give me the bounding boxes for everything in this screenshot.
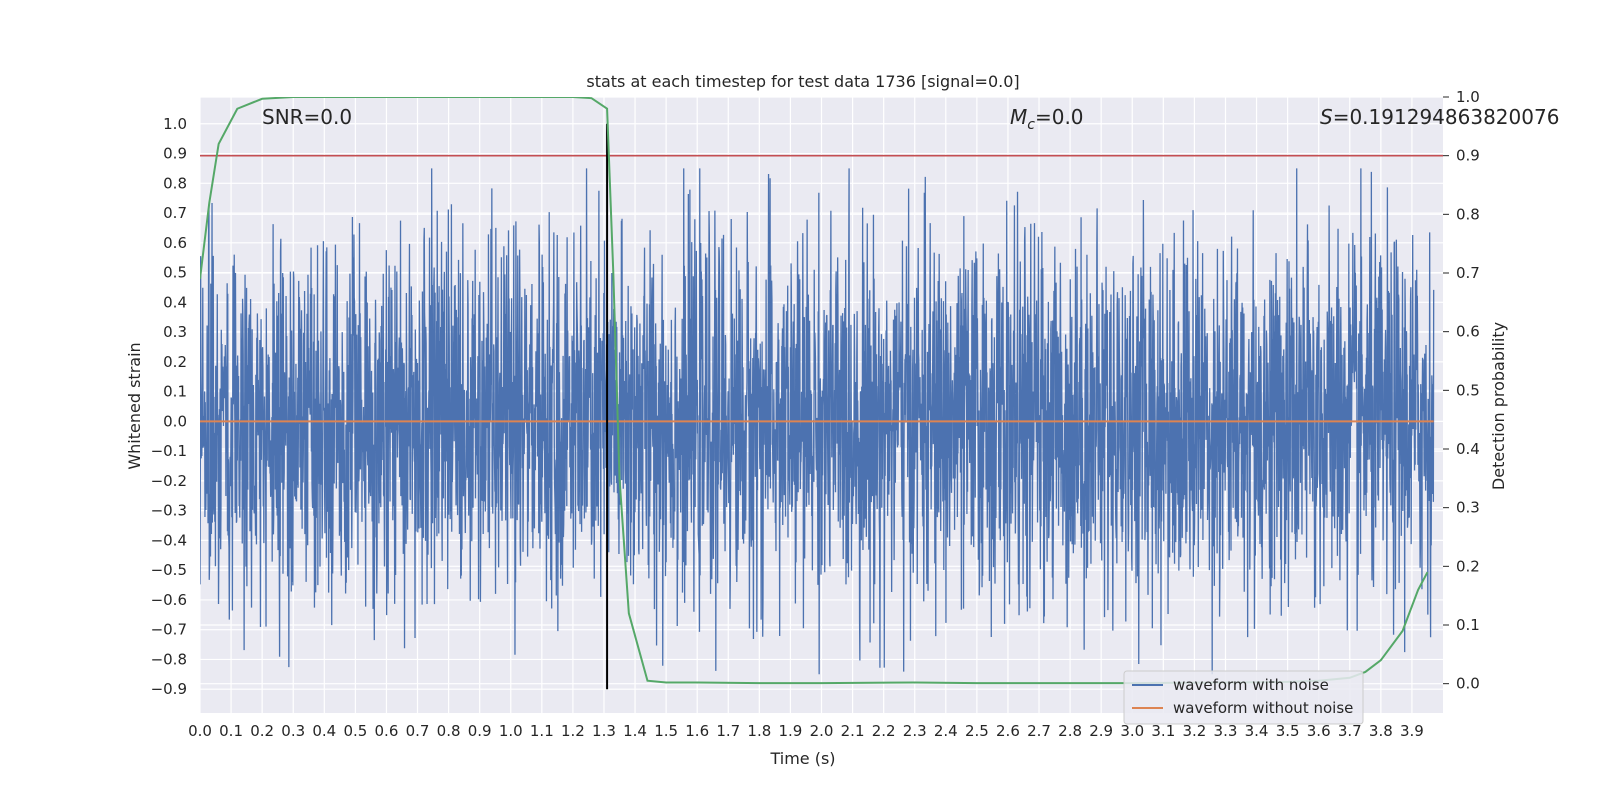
y2-tick-label: 0.2 xyxy=(1456,557,1480,575)
x-tick-label: 0.3 xyxy=(281,722,305,740)
y-tick-label: 1.0 xyxy=(163,115,187,133)
y-tick-label: 0.4 xyxy=(163,293,187,311)
x-tick-label: 3.0 xyxy=(1120,722,1144,740)
x-tick-label: 1.8 xyxy=(747,722,771,740)
x-tick-label: 1.1 xyxy=(530,722,554,740)
x-tick-label: 1.0 xyxy=(499,722,523,740)
x-tick-label: 3.1 xyxy=(1151,722,1175,740)
legend-box xyxy=(1123,670,1364,725)
x-tick-label: 0.1 xyxy=(219,722,243,740)
y-tick-label: 0.7 xyxy=(163,204,187,222)
x-tick-label: 0.2 xyxy=(250,722,274,740)
waveform-with-noise-line xyxy=(200,168,1435,675)
y2-tick-label: 0.8 xyxy=(1456,205,1480,223)
x-tick-label: 2.7 xyxy=(1027,722,1051,740)
snr-annotation: SNR=0.0 xyxy=(262,105,352,129)
y-tick-label: 0.1 xyxy=(163,383,187,401)
x-tick-label: 3.2 xyxy=(1182,722,1206,740)
y2-tick-label: 0.7 xyxy=(1456,264,1480,282)
y-tick-label: 0.3 xyxy=(163,323,187,341)
y-tick-label: −0.2 xyxy=(151,472,187,490)
y2-tick-label: 0.6 xyxy=(1456,323,1480,341)
y-tick-label: −0.3 xyxy=(151,502,187,520)
x-tick-label: 3.5 xyxy=(1276,722,1300,740)
y-axis-label: Whitened strain xyxy=(125,342,144,469)
legend-label-noise: waveform with noise xyxy=(1173,676,1329,694)
y-tick-label: −0.6 xyxy=(151,591,187,609)
x-axis: 0.0 0.1 0.2 0.3 0.4 0.5 0.6 0.7 0.8 0.9 1.0 1.1 1.2 1… xyxy=(188,722,1424,740)
x-tick-label: 0.6 xyxy=(375,722,399,740)
x-tick-label: 2.2 xyxy=(872,722,896,740)
y-tick-label: −0.4 xyxy=(151,531,187,549)
x-tick-label: 2.0 xyxy=(810,722,834,740)
y-tick-label: 0.9 xyxy=(163,145,187,163)
y-tick-label: 0.5 xyxy=(163,264,187,282)
x-tick-label: 3.6 xyxy=(1307,722,1331,740)
x-tick-label: 1.6 xyxy=(685,722,709,740)
legend-label-clean: waveform without noise xyxy=(1173,699,1353,717)
y-tick-label: 0.8 xyxy=(163,174,187,192)
y2-tick-label: 1.0 xyxy=(1456,88,1480,106)
y2-tick-label: 0.9 xyxy=(1456,147,1480,165)
y2-tick-label: 0.0 xyxy=(1456,675,1480,693)
x-axis-label: Time (s) xyxy=(769,749,835,768)
x-tick-label: 2.5 xyxy=(965,722,989,740)
x-tick-label: 1.9 xyxy=(778,722,802,740)
y2-tick-label: 0.5 xyxy=(1456,381,1480,399)
x-tick-label: 2.9 xyxy=(1089,722,1113,740)
chart-title: stats at each timestep for test data 173… xyxy=(586,72,1019,91)
legend: waveform with noise waveform without noi… xyxy=(1123,670,1364,725)
x-tick-label: 1.5 xyxy=(654,722,678,740)
x-tick-label: 3.4 xyxy=(1245,722,1269,740)
x-tick-label: 0.8 xyxy=(437,722,461,740)
x-tick-label: 1.2 xyxy=(561,722,585,740)
x-tick-label: 0.7 xyxy=(406,722,430,740)
x-tick-label: 1.3 xyxy=(592,722,616,740)
y-tick-label: −0.7 xyxy=(151,621,187,639)
y-tick-label: −0.1 xyxy=(151,442,187,460)
x-tick-label: 0.9 xyxy=(468,722,492,740)
chirp-mass-subscript: c xyxy=(1027,117,1035,133)
y-tick-label: 0.0 xyxy=(163,412,187,430)
x-tick-label: 1.7 xyxy=(716,722,740,740)
chirp-mass-annotation: Mc=0.0 xyxy=(1010,105,1084,133)
y-tick-label: 0.2 xyxy=(163,353,187,371)
x-tick-label: 0.0 xyxy=(188,722,212,740)
s-symbol: S xyxy=(1320,105,1333,129)
y-axis-right: 0.0 0.1 0.2 0.3 0.4 0.5 0.6 0.7 0.8 0.9 1.0 xyxy=(1443,88,1480,693)
x-tick-label: 1.4 xyxy=(623,722,647,740)
y-tick-label: −0.5 xyxy=(151,561,187,579)
x-tick-label: 2.6 xyxy=(996,722,1020,740)
s-annotation: S=0.191294863820076 xyxy=(1320,105,1559,129)
y2-tick-label: 0.3 xyxy=(1456,499,1480,517)
x-tick-label: 2.4 xyxy=(934,722,958,740)
y-tick-label: −0.9 xyxy=(151,680,187,698)
x-tick-label: 0.4 xyxy=(312,722,336,740)
y2-axis-label: Detection probability xyxy=(1489,322,1508,490)
y-tick-label: 0.6 xyxy=(163,234,187,252)
y2-tick-label: 0.1 xyxy=(1456,616,1480,634)
x-tick-label: 3.9 xyxy=(1400,722,1424,740)
x-tick-label: 2.1 xyxy=(841,722,865,740)
x-tick-label: 3.3 xyxy=(1214,722,1238,740)
x-tick-label: 2.8 xyxy=(1058,722,1082,740)
s-value: =0.191294863820076 xyxy=(1333,105,1560,129)
x-tick-label: 3.8 xyxy=(1369,722,1393,740)
y-axis-left: −0.9 −0.8 −0.7 −0.6 −0.5 −0.4 −0.3 −0.2 −0.1 0.0 0… xyxy=(151,115,187,698)
x-tick-label: 2.3 xyxy=(903,722,927,740)
y-tick-label: −0.8 xyxy=(151,650,187,668)
x-tick-label: 3.7 xyxy=(1338,722,1362,740)
x-tick-label: 0.5 xyxy=(343,722,367,740)
chirp-mass-value: =0.0 xyxy=(1035,105,1084,129)
chirp-mass-symbol: M xyxy=(1010,105,1027,129)
y2-tick-label: 0.4 xyxy=(1456,440,1480,458)
